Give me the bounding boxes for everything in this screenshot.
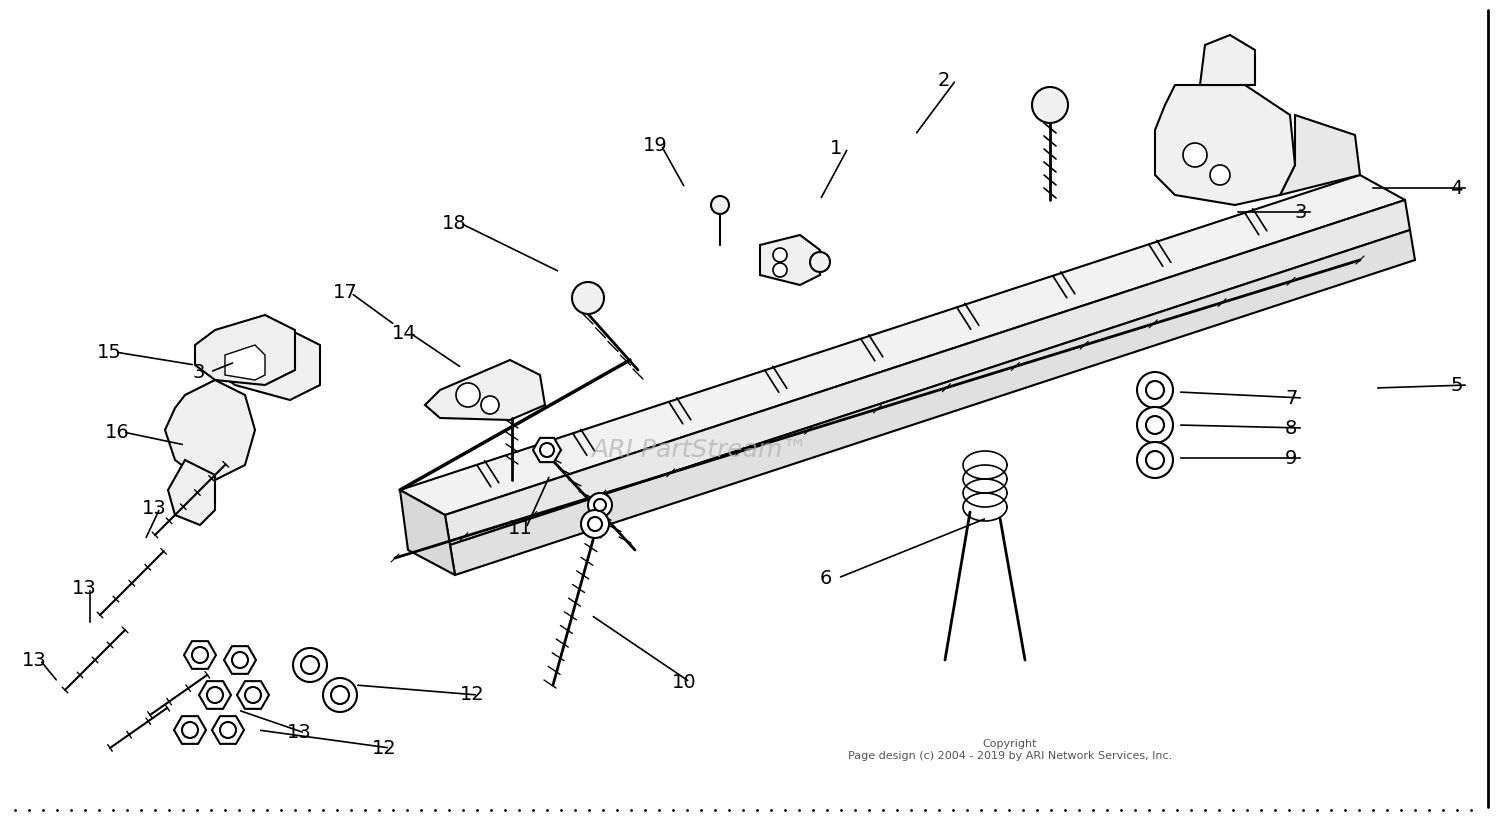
Polygon shape [165,380,255,480]
Circle shape [220,722,236,738]
Circle shape [192,647,208,663]
Circle shape [572,282,604,314]
Text: 19: 19 [644,136,668,154]
Text: 13: 13 [72,578,96,597]
Polygon shape [200,681,231,709]
Text: 10: 10 [672,672,696,691]
Text: 13: 13 [286,724,312,743]
Circle shape [1146,381,1164,399]
Polygon shape [211,717,244,743]
Polygon shape [532,438,561,462]
Circle shape [1210,165,1230,185]
Text: 17: 17 [333,283,357,302]
Circle shape [232,652,248,668]
Polygon shape [450,230,1414,575]
Polygon shape [184,641,216,669]
Circle shape [456,383,480,407]
Text: 13: 13 [142,498,166,517]
Text: 8: 8 [1286,418,1298,437]
Circle shape [580,510,609,538]
Polygon shape [1155,85,1294,205]
Text: 6: 6 [821,569,833,587]
Circle shape [1137,372,1173,408]
Polygon shape [195,315,296,385]
Text: 9: 9 [1286,449,1298,467]
Circle shape [772,248,788,262]
Text: 16: 16 [105,422,129,441]
Text: 2: 2 [938,70,951,90]
Text: 15: 15 [98,342,122,361]
Circle shape [1032,87,1068,123]
Polygon shape [446,200,1410,545]
Circle shape [322,678,357,712]
Polygon shape [1200,35,1256,85]
Text: 1: 1 [830,139,843,158]
Circle shape [1146,416,1164,434]
Circle shape [540,443,554,457]
Polygon shape [237,681,268,709]
Polygon shape [1280,115,1360,195]
Text: 11: 11 [509,519,532,538]
Circle shape [207,687,224,703]
Circle shape [292,648,327,682]
Text: 12: 12 [372,739,396,757]
Polygon shape [760,235,820,285]
Circle shape [1146,451,1164,469]
Polygon shape [400,490,454,575]
Circle shape [1184,143,1208,167]
Polygon shape [424,360,544,420]
Text: 12: 12 [460,685,484,704]
Circle shape [244,687,261,703]
Polygon shape [174,717,206,743]
Circle shape [1137,407,1173,443]
Text: 4: 4 [1450,178,1462,198]
Text: 5: 5 [1450,376,1462,395]
Circle shape [594,499,606,511]
Text: Copyright
Page design (c) 2004 - 2019 by ARI Network Services, Inc.: Copyright Page design (c) 2004 - 2019 by… [847,739,1172,761]
Circle shape [182,722,198,738]
Text: ARI PartStream™: ARI PartStream™ [592,438,808,462]
Circle shape [1137,442,1173,478]
Polygon shape [214,330,320,400]
Polygon shape [224,646,256,674]
Circle shape [588,493,612,517]
Polygon shape [168,460,214,525]
Circle shape [772,263,788,277]
Circle shape [588,517,602,531]
Text: 3: 3 [1294,203,1308,221]
Text: 3: 3 [192,363,204,382]
Text: 13: 13 [22,650,46,669]
Polygon shape [400,175,1406,515]
Text: 18: 18 [442,213,466,233]
Circle shape [332,686,350,704]
Polygon shape [225,345,266,380]
Text: 14: 14 [392,324,417,342]
Circle shape [810,252,830,272]
Text: 7: 7 [1286,389,1298,408]
Circle shape [482,396,500,414]
Circle shape [711,196,729,214]
Circle shape [302,656,320,674]
